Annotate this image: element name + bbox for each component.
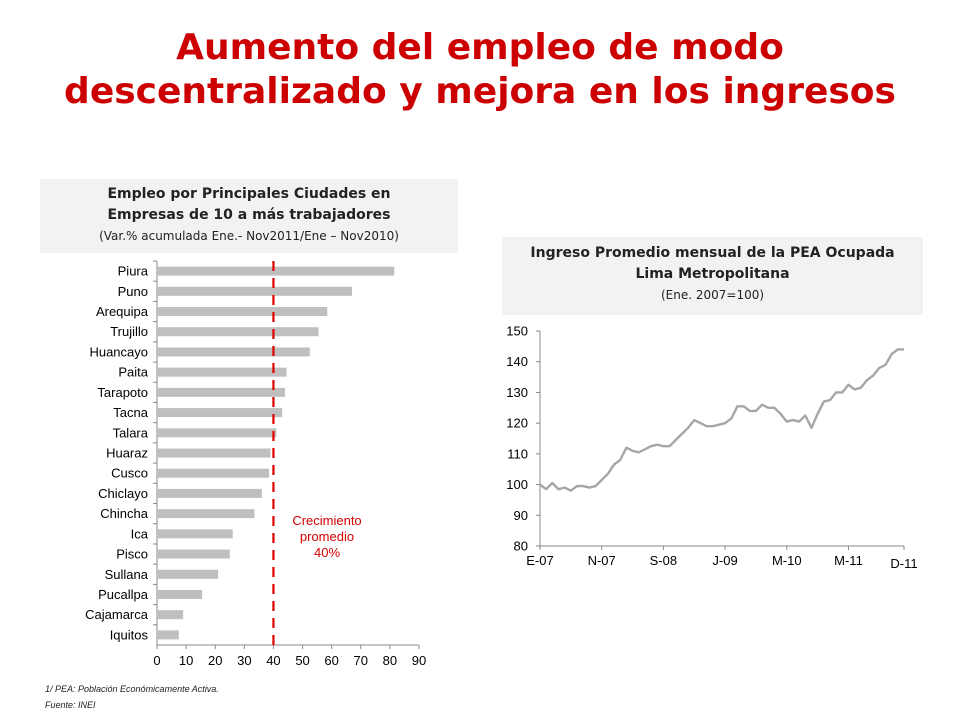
bar-pucallpa bbox=[157, 589, 203, 599]
bar-x-tick-label: 70 bbox=[354, 653, 368, 668]
bar-chiclayo bbox=[157, 488, 262, 498]
line-chart-title-line2: Lima Metropolitana bbox=[635, 266, 790, 282]
bar-category-label: Puno bbox=[118, 284, 148, 299]
line-chart-header: Ingreso Promedio mensual de la PEA Ocupa… bbox=[502, 237, 923, 315]
bar-x-tick-label: 30 bbox=[237, 653, 251, 668]
bar-chart-title-line2: Empresas de 10 a más trabajadores bbox=[107, 207, 391, 223]
line-y-tick-label: 110 bbox=[507, 446, 528, 461]
bar-x-tick-label: 40 bbox=[266, 653, 280, 668]
average-label-line3: 40% bbox=[314, 545, 340, 560]
line-y-tick-label: 100 bbox=[506, 477, 528, 492]
bar-ica bbox=[157, 529, 233, 539]
bar-cusco bbox=[157, 468, 270, 478]
footnote-source: Fuente: INEI bbox=[45, 700, 96, 710]
bar-huaraz bbox=[157, 448, 271, 458]
bar-talara bbox=[157, 428, 277, 438]
bar-piura bbox=[157, 266, 395, 276]
bar-cajamarca bbox=[157, 610, 184, 620]
line-x-tick-label: D-11 bbox=[890, 556, 917, 571]
bar-trujillo bbox=[157, 327, 319, 337]
line-y-tick-label: 80 bbox=[514, 539, 528, 554]
bar-tarapoto bbox=[157, 387, 286, 397]
bar-chart-subtitle: (Var.% acumulada Ene.- Nov2011/Ene – Nov… bbox=[99, 229, 399, 243]
bar-category-label: Iquitos bbox=[110, 627, 149, 642]
bar-category-label: Sullana bbox=[105, 567, 149, 582]
line-x-tick-label: N-07 bbox=[588, 553, 616, 568]
footnote-pea: 1/ PEA: Población Económicamente Activa. bbox=[45, 684, 219, 694]
bar-arequipa bbox=[157, 307, 328, 317]
income-series-line bbox=[539, 348, 904, 492]
bar-x-tick-label: 80 bbox=[383, 653, 397, 668]
line-y-tick-label: 150 bbox=[506, 324, 528, 339]
bar-category-label: Huaraz bbox=[106, 446, 148, 461]
bar-category-label: Ica bbox=[131, 526, 149, 541]
bar-category-label: Cusco bbox=[111, 466, 148, 481]
line-chart-title-line1: Ingreso Promedio mensual de la PEA Ocupa… bbox=[530, 245, 895, 261]
line-y-tick-label: 140 bbox=[506, 354, 528, 369]
bar-category-label: Talara bbox=[113, 425, 149, 440]
bar-iquitos bbox=[157, 630, 179, 640]
line-x-tick-label: E-07 bbox=[526, 553, 553, 568]
average-label-line1: Crecimiento bbox=[292, 513, 361, 528]
line-y-tick-label: 120 bbox=[506, 416, 528, 431]
bar-category-label: Tacna bbox=[113, 405, 148, 420]
bar-chincha bbox=[157, 509, 255, 519]
bar-category-label: Trujillo bbox=[110, 324, 148, 339]
bar-tacna bbox=[157, 408, 283, 418]
bar-category-label: Pisco bbox=[116, 547, 148, 562]
bar-category-label: Chincha bbox=[100, 506, 148, 521]
bar-category-label: Chiclayo bbox=[98, 486, 148, 501]
bar-pisco bbox=[157, 549, 230, 559]
page-title-line1: Aumento del empleo de modo bbox=[176, 27, 784, 68]
line-y-tick-label: 130 bbox=[506, 385, 528, 400]
bar-category-label: Tarapoto bbox=[97, 385, 148, 400]
bar-x-tick-label: 10 bbox=[179, 653, 193, 668]
bar-x-tick-label: 90 bbox=[412, 653, 426, 668]
page-title: Aumento del empleo de modo descentraliza… bbox=[0, 26, 960, 114]
bar-chart-title-line1: Empleo por Principales Ciudades en bbox=[107, 186, 391, 202]
bar-category-label: Piura bbox=[118, 264, 149, 279]
line-y-tick-label: 90 bbox=[514, 508, 528, 523]
bar-sullana bbox=[157, 569, 219, 579]
page-title-line2: descentralizado y mejora en los ingresos bbox=[64, 71, 896, 112]
bar-puno bbox=[157, 286, 353, 296]
line-chart-subtitle: (Ene. 2007=100) bbox=[660, 288, 765, 302]
line-x-tick-label: J-09 bbox=[712, 553, 737, 568]
average-label-line2: promedio bbox=[300, 529, 354, 544]
bar-x-tick-label: 50 bbox=[295, 653, 309, 668]
bar-huancayo bbox=[157, 347, 310, 357]
bar-category-label: Huancayo bbox=[89, 344, 148, 359]
line-x-tick-label: S-08 bbox=[650, 553, 677, 568]
line-x-tick-label: M-11 bbox=[834, 553, 863, 568]
bar-chart-header: Empleo por Principales Ciudades en Empre… bbox=[40, 179, 458, 253]
bar-category-label: Cajamarca bbox=[85, 607, 149, 622]
bar-category-label: Arequipa bbox=[96, 304, 149, 319]
bar-x-tick-label: 0 bbox=[153, 653, 160, 668]
bar-category-label: Pucallpa bbox=[98, 587, 149, 602]
bar-x-tick-label: 20 bbox=[208, 653, 222, 668]
line-x-tick-label: M-10 bbox=[772, 553, 802, 568]
bar-x-tick-label: 60 bbox=[324, 653, 338, 668]
bar-paita bbox=[157, 367, 287, 377]
bar-category-label: Paita bbox=[118, 365, 148, 380]
